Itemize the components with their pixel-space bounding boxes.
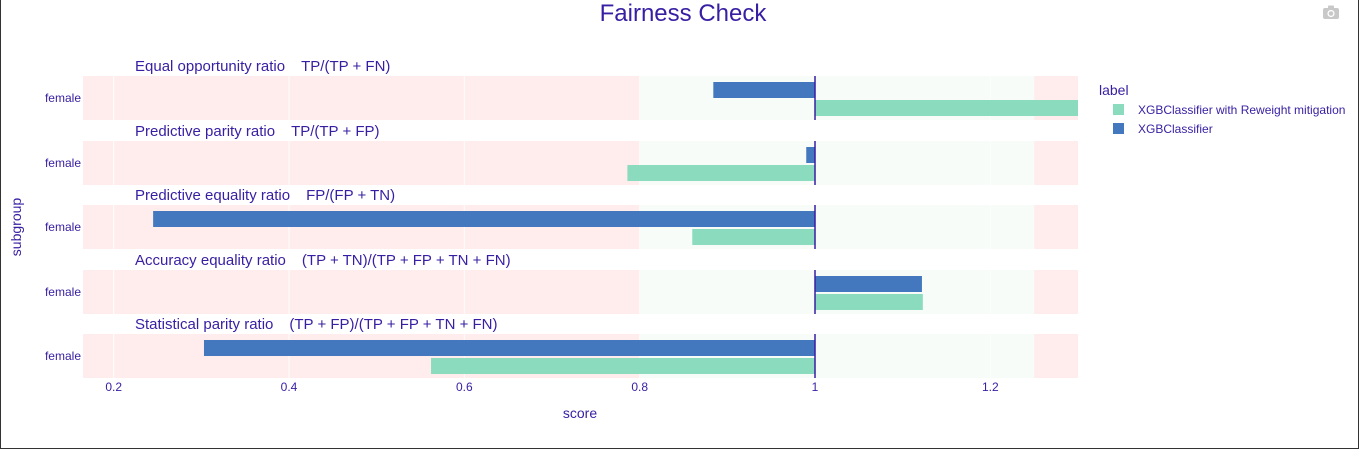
bar-xgbclassifier [203, 340, 816, 356]
panel-equal-opportunity-ratio: Equal opportunity ratio TP/(TP + FN) femal… [45, 58, 1078, 120]
y-axis-title: subgroup [8, 198, 24, 257]
panel-title: Predictive parity ratio TP/(TP + FP) [135, 123, 380, 140]
x-axis: 0.2 0.4 0.6 0.8 1 1.2 [105, 380, 999, 394]
panel-title: Predictive equality ratio FP/(FP + TN) [135, 187, 395, 204]
panel-title: Accuracy equality ratio (TP + TN)/(TP + F… [135, 252, 511, 269]
subgroup-label: female [45, 91, 81, 105]
unfair-band-right [1034, 270, 1078, 314]
bar-xgbclassifier-with-reweight-mitigation [627, 165, 816, 181]
legend-swatch[interactable] [1113, 123, 1124, 134]
legend-swatch[interactable] [1113, 104, 1124, 115]
legend-item-label[interactable]: XGBClassifier [1138, 122, 1213, 136]
metric-name: Equal opportunity ratio [135, 58, 285, 75]
x-tick-label: 1 [812, 380, 819, 394]
chart-title: Fairness Check [600, 0, 768, 27]
subgroup-label: female [45, 220, 81, 234]
metric-formula: TP/(TP + FN) [301, 58, 390, 75]
legend-title: label [1099, 82, 1129, 98]
subgroup-label: female [45, 285, 81, 299]
unfair-band-right [1034, 205, 1078, 249]
panel-title: Statistical parity ratio (TP + FP)/(TP + … [135, 316, 498, 333]
legend-item-label[interactable]: XGBClassifier with Reweight mitigation [1138, 103, 1345, 117]
panel-statistical-parity-ratio: Statistical parity ratio (TP + FP)/(TP + … [45, 316, 1078, 378]
bar-xgbclassifier [153, 211, 816, 227]
metric-formula: (TP + FP)/(TP + FP + TN + FN) [289, 316, 497, 333]
x-tick-label: 1.2 [982, 380, 999, 394]
panel-title: Equal opportunity ratio TP/(TP + FN) [135, 58, 390, 75]
chart-panels: Equal opportunity ratio TP/(TP + FN) femal… [45, 58, 1078, 378]
x-tick-label: 0.4 [281, 380, 298, 394]
legend: label XGBClassifier with Reweight mitiga… [1099, 82, 1345, 136]
unfair-band-left [83, 270, 640, 314]
x-axis-title: score [563, 405, 597, 421]
bar-xgbclassifier-with-reweight-mitigation [815, 100, 1078, 116]
subgroup-label: female [45, 156, 81, 170]
metric-name: Predictive parity ratio [135, 123, 275, 140]
bar-xgbclassifier-with-reweight-mitigation [431, 358, 816, 374]
bar-xgbclassifier-with-reweight-mitigation [692, 229, 816, 245]
bar-xgbclassifier [806, 147, 816, 163]
panel-accuracy-equality-ratio: Accuracy equality ratio (TP + TN)/(TP + F… [45, 252, 1078, 314]
metric-formula: TP/(TP + FP) [291, 123, 379, 140]
metric-formula: FP/(FP + TN) [306, 187, 395, 204]
panel-predictive-parity-ratio: Predictive parity ratio TP/(TP + FP) femal… [45, 123, 1078, 185]
metric-name: Statistical parity ratio [135, 316, 273, 333]
metric-name: Accuracy equality ratio [135, 252, 286, 269]
x-tick-label: 0.8 [631, 380, 648, 394]
x-tick-label: 0.2 [105, 380, 122, 394]
subgroup-label: female [45, 349, 81, 363]
x-tick-label: 0.6 [456, 380, 473, 394]
camera-icon[interactable] [1322, 4, 1340, 20]
bar-xgbclassifier [815, 276, 922, 292]
unfair-band-left [83, 76, 640, 120]
panel-predictive-equality-ratio: Predictive equality ratio FP/(FP + TN) fem… [45, 187, 1078, 249]
unfair-band-right [1034, 334, 1078, 378]
metric-name: Predictive equality ratio [135, 187, 290, 204]
bar-xgbclassifier [713, 82, 816, 98]
unfair-band-right [1034, 141, 1078, 185]
bar-xgbclassifier-with-reweight-mitigation [815, 294, 923, 310]
metric-formula: (TP + TN)/(TP + FP + TN + FN) [302, 252, 511, 269]
unfair-band-left [83, 141, 640, 185]
